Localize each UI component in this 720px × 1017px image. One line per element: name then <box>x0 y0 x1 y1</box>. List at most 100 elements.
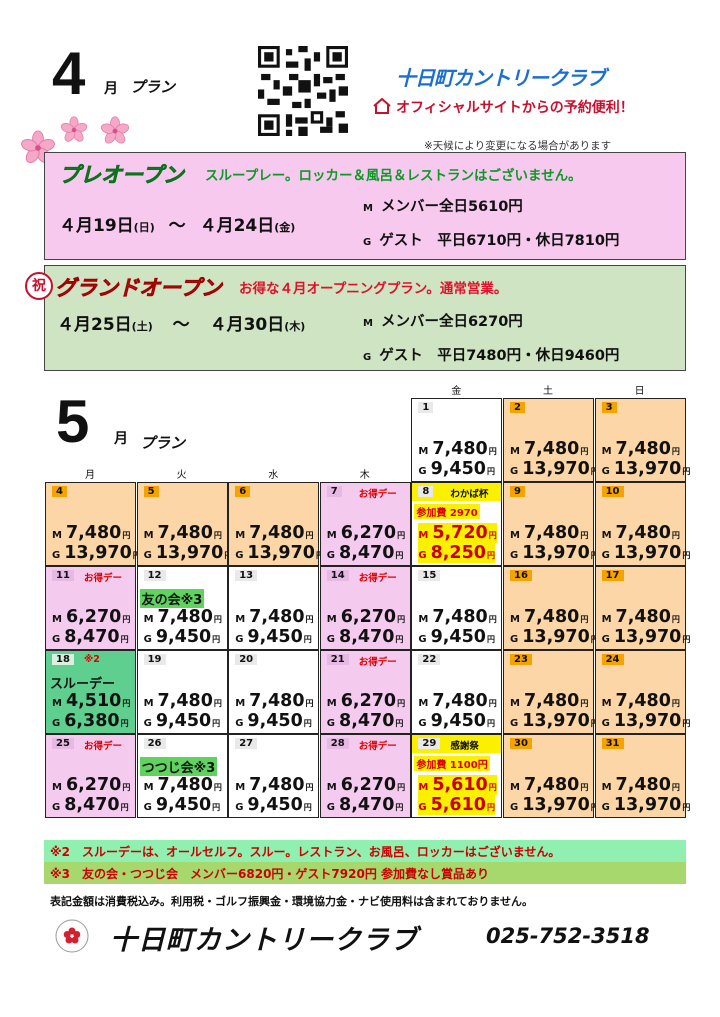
weekday-label: 水 <box>268 470 279 481</box>
calendar-day-cell[interactable]: 26 つつじ会※3 M 7,480円 G 9,450円 <box>136 734 228 818</box>
calendar-day-cell[interactable]: 12 友の会※3 M 7,480円 G 9,450円 <box>136 566 228 650</box>
guest-price: G13,970円 <box>235 543 324 563</box>
day-number: 19 <box>143 654 166 665</box>
day-number: 12 <box>143 570 166 581</box>
calendar-day-cell[interactable]: 8 わかば杯 参加費 2970 M 5,720円 G 8,250円 <box>411 482 503 566</box>
footer-club-name: 十日町カントリークラブ <box>110 925 418 956</box>
day-number: 26 <box>143 738 166 749</box>
member-price: M 6,270円 <box>326 691 406 711</box>
member-price: M 5,720円 <box>418 523 497 543</box>
day-number: 20 <box>235 654 258 665</box>
day-note: 感謝祭 <box>450 741 479 752</box>
may-month-kanji: 月 <box>114 431 128 447</box>
member-price: M 7,480円 <box>510 607 589 627</box>
brand-logo-text: 十日町カントリークラブ <box>396 66 606 90</box>
calendar-day-cell[interactable]: 24 M 7,480円 G 13,970円 <box>594 650 690 734</box>
guest-price: G 8,470円 <box>326 711 404 731</box>
day-number: 9 <box>510 486 525 497</box>
member-price: M 7,480円 <box>143 523 222 543</box>
guest-price: G13,970円 <box>510 459 599 479</box>
day-number: 29 <box>418 738 441 749</box>
calendar-day-cell[interactable]: 28 お得デー M 6,270円 G 8,470円 <box>319 734 411 818</box>
day-event: 参加費 1100円 <box>414 756 490 771</box>
day-number: 8 <box>418 486 434 497</box>
calendar-day-cell[interactable]: 21 お得デー M 6,270円 G 8,470円 <box>319 650 411 734</box>
member-price: M 6,270円 <box>326 523 406 543</box>
day-number: 4 <box>52 486 67 497</box>
day-event: スルーデー <box>50 677 116 692</box>
member-price: M 7,480円 <box>52 523 131 543</box>
calendar-day-cell[interactable]: 15 M 7,480円 G 9,450円 <box>411 566 503 650</box>
footer-phone[interactable]: 025-752-3518 <box>486 924 650 948</box>
note3-bar: ※3 友の会・つつじ会 メンバー6820円・ゲスト7920円 参加費なし賞品あり <box>44 862 686 884</box>
day-note: お得デー <box>84 741 123 752</box>
day-note: ※2 <box>84 654 100 665</box>
member-price: M 6,270円 <box>326 775 406 795</box>
guest-price: G 8,250円 <box>418 543 495 563</box>
note-throughday: ※2 スルーデーは、オールセルフ。スルー。レストラン、お風呂、ロッカーはございま… <box>50 845 561 859</box>
grand-open-member-price: M メンバー全日6270円 <box>363 314 523 330</box>
calendar-day-cell[interactable]: 7 お得デー M 6,270円 G 8,470円 <box>319 482 411 566</box>
member-price: M 7,480円 <box>418 439 497 459</box>
calendar-day-cell[interactable]: 19 M 7,480円 G 9,450円 <box>136 650 228 734</box>
day-event: 友の会※3 <box>139 589 205 608</box>
weekday-label: 日 <box>634 386 645 397</box>
guest-price: G13,970円 <box>143 543 233 563</box>
member-price: M 7,480円 <box>143 775 222 795</box>
calendar-day-cell[interactable]: 27 M 7,480円 G 9,450円 <box>228 734 320 818</box>
home-icon <box>373 98 391 114</box>
april-plan-label: プラン <box>130 78 176 96</box>
calendar-day-cell[interactable]: 11 お得デー M 6,270円 G 8,470円 <box>45 566 136 650</box>
member-price: M 6,270円 <box>52 607 131 627</box>
member-price: M 7,480円 <box>418 691 497 711</box>
calendar-day-cell[interactable]: 20 M 7,480円 G 9,450円 <box>228 650 320 734</box>
official-site-note[interactable]: オフィシャルサイトからの予約便利！ <box>396 100 634 116</box>
calendar-day-cell[interactable]: 17 M 7,480円 G 13,970円 <box>594 566 690 650</box>
weekday-label: 木 <box>359 470 370 481</box>
day-note: わかば杯 <box>450 489 489 500</box>
day-number: 14 <box>326 570 349 581</box>
qr-code-icon[interactable] <box>258 46 348 136</box>
calendar-day-cell[interactable]: 3 M 7,480円 G 13,970円 <box>594 398 690 482</box>
calendar-day-cell[interactable]: 31 M 7,480円 G 13,970円 <box>594 734 690 818</box>
guest-price: G 9,450円 <box>235 711 312 731</box>
day-number: 27 <box>235 738 258 749</box>
calendar-day-cell[interactable]: 1 M 7,480円 G 9,450円 <box>411 398 503 482</box>
calendar-day-cell[interactable]: 18 ※2 スルーデー M 4,510円 G 6,380円 <box>45 650 136 734</box>
april-month-number: 4 <box>52 40 86 107</box>
day-number: 22 <box>418 654 441 665</box>
guest-price: G13,970円 <box>510 627 599 647</box>
guest-price: G 8,470円 <box>52 795 129 815</box>
day-note: お得デー <box>358 573 397 584</box>
calendar-day-cell[interactable]: 29 感謝祭 参加費 1100円 M 5,610円 G 5,610円 <box>411 734 503 818</box>
day-number: 30 <box>510 738 532 749</box>
guest-price: G 8,470円 <box>52 627 129 647</box>
member-price: M 7,480円 <box>235 607 314 627</box>
guest-price: G 5,610円 <box>418 795 495 815</box>
day-note: お得デー <box>358 741 397 752</box>
note-club-events: ※3 友の会・つつじ会 メンバー6820円・ゲスト7920円 参加費なし賞品あり <box>50 867 489 881</box>
sakura-flower-icon <box>100 116 130 144</box>
calendar-day-cell[interactable]: 10 M 7,480円 G 13,970円 <box>594 482 690 566</box>
calendar-day-cell[interactable]: 13 M 7,480円 G 9,450円 <box>228 566 320 650</box>
calendar-day-cell[interactable]: 22 M 7,480円 G 9,450円 <box>411 650 503 734</box>
sakura-flower-icon <box>60 116 88 142</box>
day-number: 15 <box>418 570 441 581</box>
day-number: 23 <box>510 654 532 665</box>
calendar-day-cell[interactable]: 14 お得デー M 6,270円 G 8,470円 <box>319 566 411 650</box>
calendar-day-cell[interactable]: 25 お得デー M 6,270円 G 8,470円 <box>45 734 136 818</box>
guest-price: G 9,450円 <box>235 795 312 815</box>
day-number: 18 <box>52 654 74 665</box>
member-price: M 7,480円 <box>601 607 680 627</box>
day-number: 5 <box>143 486 159 497</box>
